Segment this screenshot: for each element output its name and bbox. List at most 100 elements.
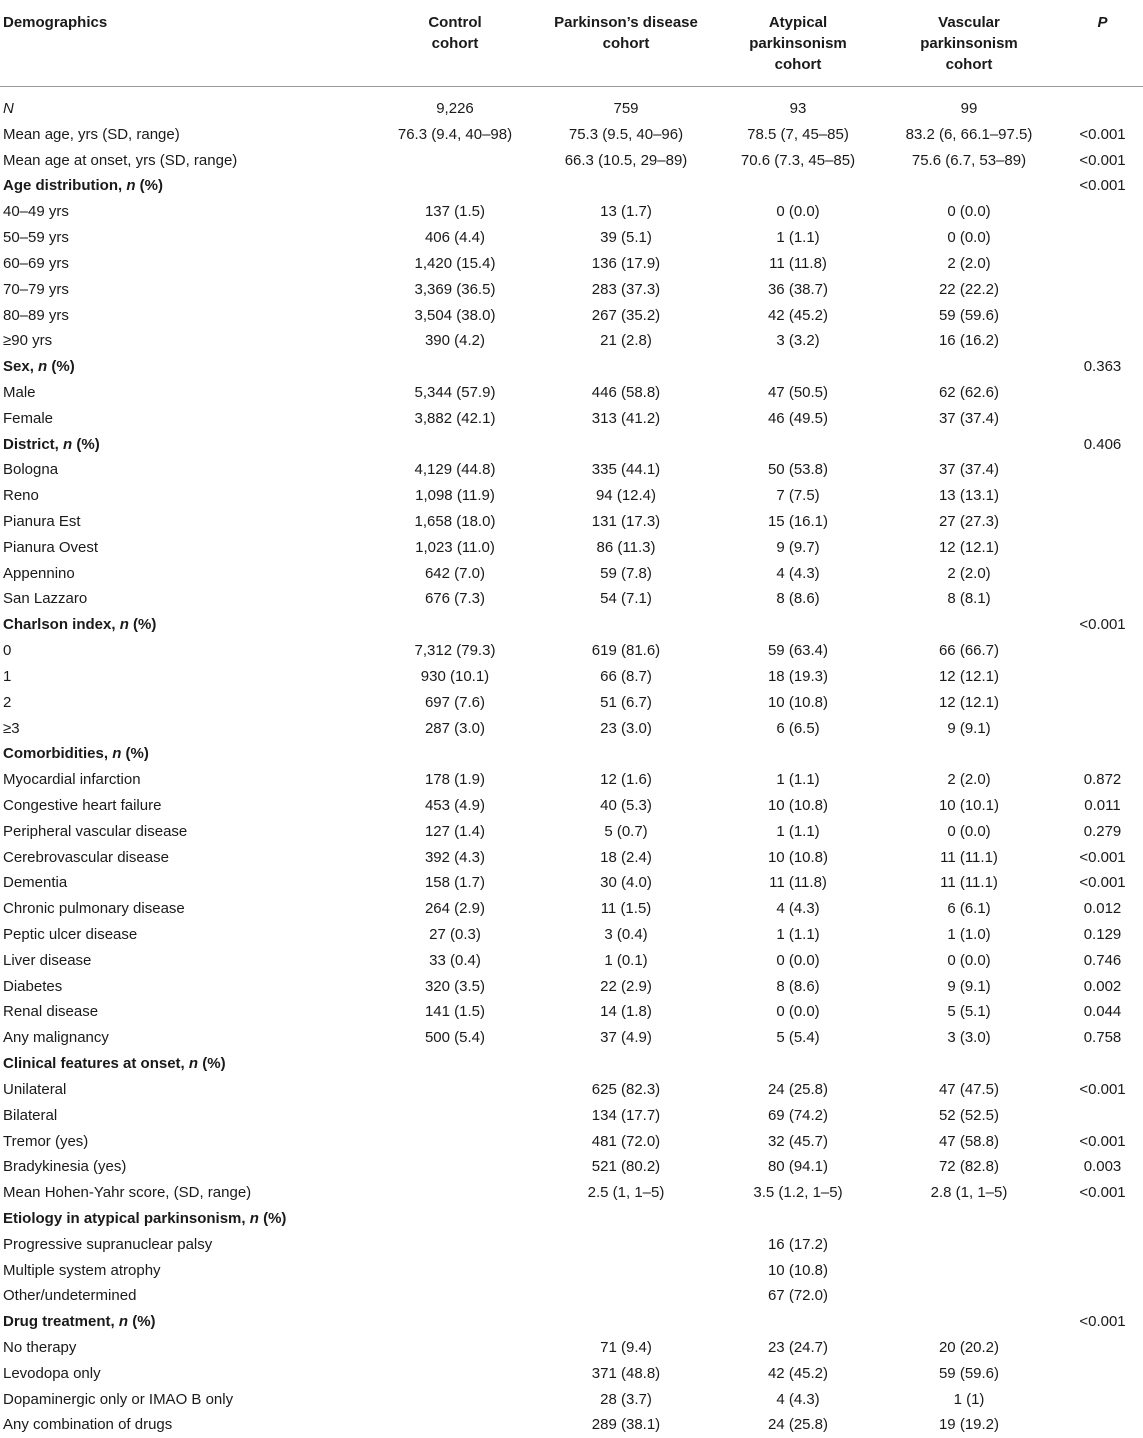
- atypical-value: 5 (5.4): [776, 1029, 820, 1047]
- p-value: <0.001: [1079, 1313, 1126, 1331]
- section-row: Age distribution, n (%) <0.001: [0, 173, 1143, 199]
- p-value: 0.012: [1083, 900, 1122, 918]
- vascular-value: 8 (8.1): [947, 590, 991, 608]
- vascular-value: 2 (2.0): [947, 564, 991, 582]
- table-row: 2 697 (7.6) 51 (6.7) 10 (10.8) 12 (12.1): [0, 690, 1143, 716]
- n-symbol: n: [119, 616, 129, 634]
- parkinsons-value: 521 (80.2): [591, 1158, 661, 1176]
- parkinsons-value: 759: [613, 100, 639, 117]
- p-value: 0.279: [1083, 822, 1122, 840]
- parkinsons-value: 30 (4.0): [600, 874, 652, 892]
- table-row: San Lazzaro 676 (7.3) 54 (7.1) 8 (8.6) 8 (8.…: [0, 586, 1143, 612]
- header-vascular-cohort: Vascular parkinsonism cohort: [920, 14, 1018, 73]
- vascular-value: 47 (47.5): [938, 1080, 1000, 1098]
- atypical-value: 1 (1.1): [776, 926, 820, 943]
- parkinsons-value: 371 (48.8): [591, 1364, 661, 1382]
- table-row: 70–79 yrs 3,369 (36.5) 283 (37.3) 36 (38.7)…: [0, 277, 1143, 303]
- parkinsons-value: 14 (1.8): [600, 1003, 652, 1021]
- n-symbol: n: [118, 1313, 129, 1331]
- table-row: Pianura Ovest 1,023 (11.0) 86 (11.3) 9 (9.7…: [0, 535, 1143, 561]
- table-row: ≥90 yrs 390 (4.2) 21 (2.8) 3 (3.2) 16 (16.2): [0, 328, 1143, 354]
- vascular-value: 9 (9.1): [947, 719, 991, 737]
- control-value: 5,344 (57.9): [414, 383, 496, 401]
- parkinsons-value: 3 (0.4): [604, 926, 648, 943]
- parkinsons-value: 313 (41.2): [591, 409, 661, 427]
- row-label: Bradykinesia (yes): [3, 1158, 127, 1176]
- n-symbol: n: [249, 1209, 259, 1227]
- row-label: Mean age, yrs (SD, range): [3, 125, 180, 143]
- n-symbol: n: [126, 177, 136, 195]
- control-value: 392 (4.3): [424, 848, 486, 866]
- row-label: Appennino: [3, 564, 75, 582]
- atypical-value: 93: [789, 100, 807, 117]
- parkinsons-value: 625 (82.3): [591, 1080, 661, 1098]
- atypical-value: 1 (1.1): [776, 229, 820, 247]
- control-value: 9,226: [436, 100, 474, 117]
- atypical-value: 80 (94.1): [767, 1158, 829, 1176]
- row-label: Liver disease: [3, 951, 92, 969]
- p-value: <0.001: [1079, 1184, 1126, 1202]
- vascular-value: 72 (82.8): [938, 1158, 1000, 1176]
- row-label: Reno: [3, 487, 39, 505]
- row-label: Dementia: [3, 874, 68, 892]
- table-row: 40–49 yrs 137 (1.5) 13 (1.7) 0 (0.0) 0 (0.0): [0, 199, 1143, 225]
- table-row: Mean age at onset, yrs (SD, range) 66.3 (…: [0, 148, 1143, 174]
- header-demographics: Demographics: [3, 14, 108, 31]
- control-value: 320 (3.5): [424, 977, 486, 995]
- parkinsons-value: 54 (7.1): [600, 590, 652, 608]
- table-row: Dopaminergic only or IMAO B only 28 (3.7)…: [0, 1387, 1143, 1413]
- row-label: District, n (%): [3, 435, 100, 453]
- n-symbol: n: [188, 1055, 199, 1073]
- p-value: <0.001: [1079, 151, 1126, 169]
- parkinsons-value: 66.3 (10.5, 29–89): [564, 151, 688, 169]
- vascular-value: 1 (1.0): [947, 926, 991, 943]
- atypical-value: 1 (1.1): [776, 822, 820, 840]
- table-header: Demographics Control cohort Parkinson’s …: [0, 0, 1143, 87]
- table-row: Multiple system atrophy 10 (10.8): [0, 1258, 1143, 1284]
- vascular-value: 10 (10.1): [938, 796, 1000, 814]
- row-label: Etiology in atypical parkinsonism, n (%): [3, 1209, 287, 1227]
- parkinsons-value: 71 (9.4): [600, 1339, 652, 1356]
- atypical-value: 46 (49.5): [767, 409, 829, 427]
- row-label: 70–79 yrs: [3, 280, 69, 298]
- vascular-value: 2.8 (1, 1–5): [930, 1184, 1008, 1202]
- table-row: 50–59 yrs 406 (4.4) 39 (5.1) 1 (1.1) 0 (0.0): [0, 225, 1143, 251]
- row-label: Pianura Est: [3, 513, 81, 530]
- section-row: Charlson index, n (%) <0.001: [0, 612, 1143, 638]
- row-label: Mean Hohen-Yahr score, (SD, range): [3, 1184, 252, 1202]
- vascular-value: 12 (12.1): [938, 693, 1000, 711]
- row-label: Clinical features at onset, n (%): [3, 1055, 226, 1073]
- vascular-value: 37 (37.4): [938, 461, 1000, 479]
- row-label: Dopaminergic only or IMAO B only: [3, 1390, 234, 1408]
- control-value: 3,369 (36.5): [414, 280, 496, 298]
- row-label: Charlson index, n (%): [3, 616, 157, 634]
- control-value: 4,129 (44.8): [414, 461, 496, 479]
- table-row: Peptic ulcer disease 27 (0.3) 3 (0.4) 1 (1.…: [0, 922, 1143, 948]
- row-label: Pianura Ovest: [3, 538, 99, 556]
- row-label: Age distribution, n (%): [3, 177, 163, 195]
- parkinsons-value: 21 (2.8): [600, 332, 652, 350]
- control-value: 127 (1.4): [424, 822, 486, 840]
- p-value: <0.001: [1079, 1132, 1126, 1150]
- atypical-value: 70.6 (7.3, 45–85): [740, 151, 856, 169]
- parkinsons-value: 619 (81.6): [591, 642, 661, 660]
- table-row: Bologna 4,129 (44.8) 335 (44.1) 50 (53.8) 37…: [0, 457, 1143, 483]
- table-row: 0 7,312 (79.3) 619 (81.6) 59 (63.4) 66 (66.7…: [0, 638, 1143, 664]
- atypical-value: 16 (17.2): [767, 1235, 829, 1253]
- table-row: 80–89 yrs 3,504 (38.0) 267 (35.2) 42 (45.2)…: [0, 303, 1143, 329]
- section-row: Drug treatment, n (%) <0.001: [0, 1309, 1143, 1335]
- vascular-value: 62 (62.6): [938, 383, 1000, 401]
- section-row: Sex, n (%) 0.363: [0, 354, 1143, 380]
- atypical-value: 0 (0.0): [776, 1003, 820, 1021]
- table-row: Reno 1,098 (11.9) 94 (12.4) 7 (7.5) 13 (13.1…: [0, 483, 1143, 509]
- row-label: Congestive heart failure: [3, 796, 162, 814]
- atypical-value: 36 (38.7): [767, 280, 829, 298]
- atypical-value: 78.5 (7, 45–85): [747, 125, 849, 143]
- control-value: 27 (0.3): [429, 926, 481, 943]
- row-label: Drug treatment, n (%): [3, 1313, 156, 1331]
- row-label: Unilateral: [3, 1080, 67, 1098]
- section-row: Etiology in atypical parkinsonism, n (%): [0, 1206, 1143, 1232]
- atypical-value: 9 (9.7): [776, 538, 820, 556]
- atypical-value: 3.5 (1.2, 1–5): [753, 1184, 843, 1202]
- table-row: Renal disease 141 (1.5) 14 (1.8) 0 (0.0) 5 (…: [0, 999, 1143, 1025]
